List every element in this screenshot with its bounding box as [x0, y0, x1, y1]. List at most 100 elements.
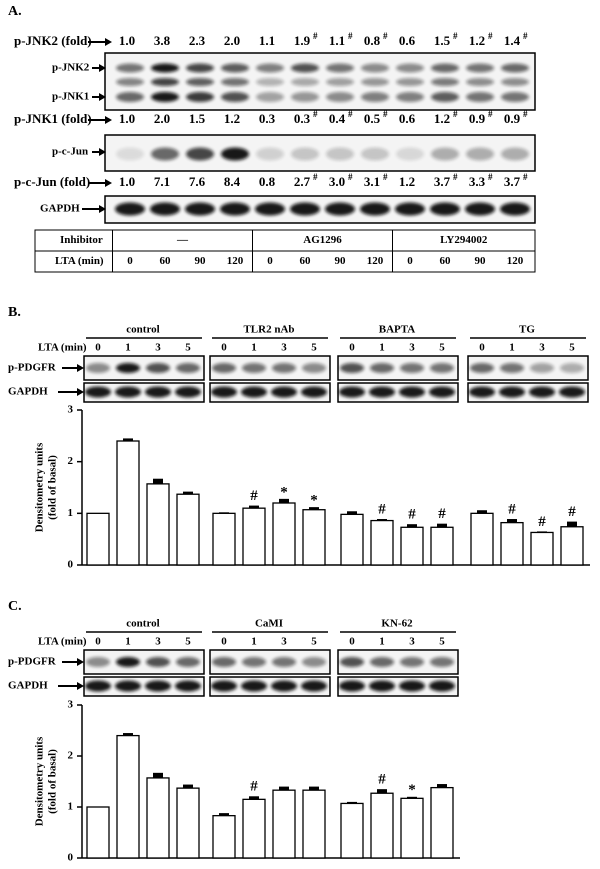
blot-band [85, 680, 111, 692]
blot-band [431, 92, 459, 102]
blot-frame [337, 676, 459, 697]
blot-band [212, 363, 236, 373]
blot-band [369, 386, 395, 398]
arrow-head [77, 682, 84, 690]
blot-band [466, 92, 494, 102]
table-cell: 120 [367, 255, 384, 267]
blot-band [291, 147, 319, 161]
significance-mark: # [453, 172, 458, 182]
bar [176, 493, 200, 566]
blot-band [241, 680, 267, 692]
blot-band [115, 386, 141, 398]
table-header: Inhibitor [60, 234, 103, 246]
bar [302, 509, 326, 566]
significance-marker: # [508, 501, 516, 517]
blot-band [211, 386, 237, 398]
bar [242, 507, 266, 566]
error-bar [219, 512, 229, 514]
time-tick: 1 [125, 342, 131, 354]
arrow-head [77, 388, 84, 396]
time-tick: 5 [185, 636, 191, 648]
blot-frame [209, 382, 331, 403]
blot-band [256, 63, 284, 73]
blot-band [255, 202, 285, 216]
time-tick: 3 [409, 636, 415, 648]
error-bar [249, 505, 259, 509]
bar [302, 789, 326, 859]
time-tick: 5 [569, 342, 575, 354]
blot-band [116, 147, 144, 161]
blot-band [340, 657, 364, 667]
fold-value: 1.2 [469, 33, 485, 48]
fold-value: 3.7 [434, 174, 451, 189]
blot-band [291, 63, 319, 73]
fold-value: 3.8 [154, 33, 171, 48]
bar [272, 789, 296, 859]
bar [370, 792, 394, 859]
table-cell: 90 [195, 255, 207, 267]
fold-value: 0.8 [364, 33, 381, 48]
blot-band [271, 386, 297, 398]
bar [242, 798, 266, 859]
blot-frame [467, 382, 589, 403]
blot-band [116, 78, 144, 86]
blot-band [145, 680, 171, 692]
bar [530, 531, 554, 566]
bar [146, 483, 170, 566]
blot-band [361, 78, 389, 86]
blot-band [302, 657, 326, 667]
group-label: KN-62 [381, 618, 413, 630]
blot-band [115, 202, 145, 216]
table-row-label: LTA (min) [55, 255, 104, 267]
panel-label: B. [8, 305, 21, 320]
significance-mark: # [383, 172, 388, 182]
fold-value: 7.1 [154, 174, 170, 189]
blot-band [326, 147, 354, 161]
error-bar [567, 521, 577, 527]
blot-band [430, 202, 460, 216]
arrow-head [99, 148, 106, 156]
bar [212, 512, 236, 566]
error-bar [183, 491, 193, 495]
blot-band [431, 63, 459, 73]
blot-band [85, 386, 111, 398]
blot-band [271, 680, 297, 692]
arrow-head [99, 205, 106, 213]
blot-band [530, 363, 554, 373]
significance-marker: # [250, 488, 258, 504]
group-label: control [126, 324, 159, 336]
blot-band [370, 657, 394, 667]
blot-band [116, 92, 144, 102]
blot-band [86, 363, 110, 373]
fold-value: 1.1 [259, 33, 275, 48]
table-cell: 90 [475, 255, 487, 267]
error-bar [377, 519, 387, 521]
blot-band [501, 92, 529, 102]
time-label: LTA (min) [38, 636, 87, 648]
y-tick-label: 2 [68, 455, 74, 467]
bar [400, 797, 424, 859]
blot-band [290, 202, 320, 216]
blot-band [175, 386, 201, 398]
blot-band [241, 386, 267, 398]
blot-band [430, 657, 454, 667]
blot-band [429, 386, 455, 398]
fold-value: 2.0 [224, 33, 240, 48]
blot-band [326, 92, 354, 102]
time-tick: 3 [281, 342, 287, 354]
blot-band [150, 202, 180, 216]
error-bar [219, 813, 229, 816]
bar [470, 512, 494, 566]
blot-band [500, 363, 524, 373]
blot-band [242, 657, 266, 667]
significance-marker: # [568, 504, 576, 520]
blot-band [430, 363, 454, 373]
y-tick-label: 0 [68, 559, 74, 571]
blot-band [272, 657, 296, 667]
fold-value: 1.0 [119, 174, 135, 189]
blot-band [395, 202, 425, 216]
blot-band [501, 147, 529, 161]
error-bar [183, 784, 193, 789]
y-tick-label: 0 [68, 852, 74, 864]
blot-label: p-JNK2 [52, 62, 90, 74]
